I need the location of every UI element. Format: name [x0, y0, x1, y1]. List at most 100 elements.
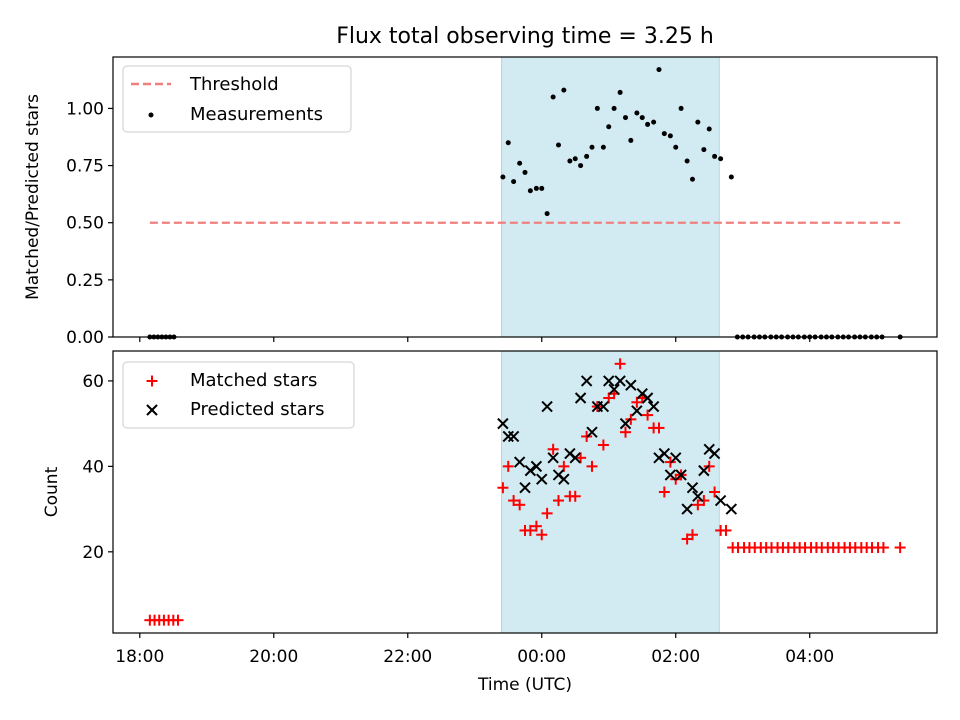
measurement-point: [572, 156, 578, 162]
matched-star-point: [172, 614, 184, 626]
predicted-star-point: [619, 417, 632, 430]
predicted-star-point: [586, 426, 598, 438]
top-observing-window: [501, 56, 720, 338]
x-stroke: [507, 430, 520, 443]
matched-star-point: [558, 460, 570, 472]
predicted-star-point: [698, 464, 710, 477]
matched-star-point: [575, 452, 587, 464]
legend-measurements-swatch: [148, 112, 154, 118]
top-y-tick-label: 0.25: [66, 271, 104, 291]
measurement-point: [701, 147, 707, 153]
measurement-point: [634, 110, 640, 116]
top-legend-box: [122, 65, 352, 133]
measurement-point: [611, 105, 617, 111]
measurement-point: [628, 137, 634, 143]
matched-star-point: [552, 495, 564, 507]
measurement-point: [645, 121, 651, 127]
bottom-panel: 20 40 60 18:00 20:00 22:00 00:00 02:00 04:00 Co…: [42, 350, 938, 695]
top-panel: 0.00 0.25 0.50 0.75 1.00 Matched/Predicted s…: [23, 56, 938, 348]
measurement-point: [656, 67, 662, 73]
matched-star-point: [547, 443, 559, 455]
x-stroke: [664, 469, 677, 481]
x-stroke: [681, 503, 693, 515]
x-stroke: [597, 400, 610, 413]
x-stroke: [698, 464, 710, 477]
legend-matched-swatch: [146, 375, 158, 387]
predicted-star-point: [497, 417, 509, 430]
x-stroke: [714, 494, 727, 507]
measurement-point: [561, 87, 567, 93]
predicted-star-point: [513, 456, 526, 468]
x-stroke: [641, 392, 654, 404]
x-stroke: [686, 482, 699, 494]
matched-star-point: [508, 495, 520, 507]
measurement-point: [511, 179, 517, 185]
x-stroke: [625, 379, 637, 391]
predicted-star-point: [664, 469, 677, 481]
x-stroke: [524, 464, 537, 477]
x-stroke: [725, 503, 738, 515]
measurement-point: [678, 105, 684, 111]
measurement-point: [539, 185, 545, 191]
matched-star-point: [497, 482, 509, 494]
measurement-point: [567, 158, 573, 164]
measurement-point: [728, 174, 734, 180]
measurement-point: [584, 153, 590, 159]
top-y-label: Matched/Predicted stars: [23, 94, 43, 300]
top-y-tick-label: 0.00: [66, 328, 104, 348]
matched-star-point: [586, 460, 598, 472]
x-stroke: [536, 473, 548, 485]
measurement-point: [594, 105, 600, 111]
legend-x-marker: [146, 404, 158, 416]
matched-star-point: [541, 507, 553, 519]
x-axis-label: Time (UTC): [477, 675, 572, 695]
measurement-point: [639, 115, 645, 121]
matched-star-point: [530, 520, 542, 532]
bottom-x-tick-label: 18:00: [115, 647, 164, 667]
x-stroke: [692, 490, 704, 502]
measurement-point: [689, 176, 695, 182]
x-stroke: [574, 392, 587, 404]
predicted-star-point: [524, 464, 537, 477]
matched-star-point: [720, 524, 732, 536]
bottom-x-axis: 18:00 20:00 22:00 00:00 02:00 04:00: [115, 633, 834, 667]
predicted-star-point: [714, 494, 727, 507]
x-stroke: [614, 375, 626, 387]
x-stroke: [580, 375, 593, 387]
x-stroke: [530, 460, 543, 473]
measurement-point: [527, 188, 533, 194]
measurement-point: [533, 185, 539, 191]
chart-title: Flux total observing time = 3.25 h: [336, 24, 714, 49]
predicted-star-point: [558, 473, 570, 485]
matched-star-point: [514, 499, 526, 511]
bottom-x-tick-label: 02:00: [651, 647, 700, 667]
predicted-star-point: [608, 383, 620, 396]
matched-star-point: [658, 486, 670, 498]
predicted-star-point: [547, 452, 559, 464]
predicted-star-point: [675, 469, 687, 481]
legend-matched-label: Matched stars: [190, 370, 317, 391]
predicted-star-point: [670, 452, 682, 464]
predicted-star-point: [681, 503, 693, 515]
x-stroke: [647, 400, 660, 413]
x-stroke: [541, 400, 553, 413]
x-stroke: [608, 383, 620, 396]
measurement-point: [706, 126, 712, 132]
predicted-star-point: [658, 447, 671, 460]
measurement-point: [712, 153, 718, 159]
predicted-star-point: [647, 400, 660, 413]
matched-star-point: [686, 529, 698, 541]
x-stroke: [569, 452, 581, 464]
bottom-y-axis: 20 40 60: [82, 372, 113, 563]
x-stroke: [497, 417, 509, 430]
predicted-star-point: [686, 482, 699, 494]
matched-star-point: [653, 422, 665, 434]
bottom-y-tick-label: 40: [82, 457, 104, 477]
measurement-point: [600, 144, 606, 150]
x-stroke: [146, 404, 158, 416]
predicted-star-point: [614, 375, 626, 387]
predicted-star-point: [708, 447, 721, 460]
predicted-star-point: [631, 405, 643, 417]
matched-star-point: [642, 409, 654, 421]
measurement-point: [500, 174, 506, 180]
